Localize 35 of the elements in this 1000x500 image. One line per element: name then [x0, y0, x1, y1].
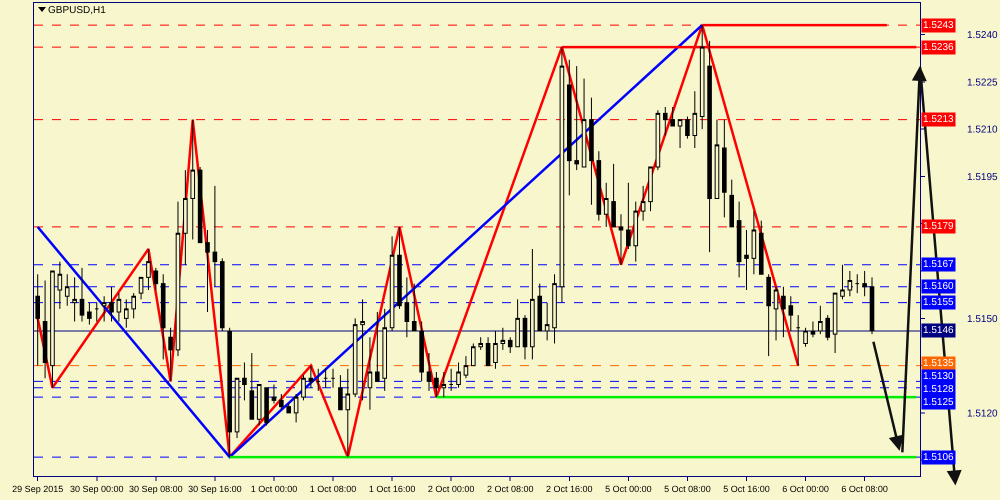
- ref-line-label: 1.5125: [923, 397, 954, 408]
- y-tick-label: 1.5120: [967, 408, 998, 420]
- x-tick-label: 1 Oct 08:00: [310, 484, 356, 494]
- ref-line-label: 1.5160: [923, 281, 954, 292]
- ref-line-label: 1.5130: [923, 371, 954, 382]
- ref-line-label: 1.5146: [923, 325, 954, 336]
- x-tick-label: 1 Oct 00:00: [250, 484, 298, 494]
- y-tick-label: 1.5240: [967, 30, 998, 42]
- x-tick-label: 2 Oct 16:00: [546, 484, 593, 494]
- y-tick-label: 1.5210: [967, 124, 998, 136]
- y-tick-label: 1.5225: [967, 77, 998, 88]
- ref-line-label: 1.5128: [923, 384, 954, 395]
- x-tick-label: 30 Sep 08:00: [129, 484, 183, 494]
- y-tick-label: 1.5150: [967, 314, 998, 325]
- x-tick-label: 6 Oct 00:00: [782, 484, 829, 494]
- ref-line-label: 1.5167: [923, 259, 954, 270]
- x-tick-label: 5 Oct 08:00: [664, 484, 711, 494]
- chart-title: GBPUSD,H1: [48, 5, 106, 16]
- ref-line-label: 1.5243: [923, 20, 954, 31]
- ref-line-label: 1.5179: [923, 221, 954, 232]
- x-tick-label: 6 Oct 08:00: [841, 484, 888, 494]
- x-tick-label: 5 Oct 16:00: [723, 484, 770, 494]
- ref-line-label: 1.5106: [923, 452, 954, 463]
- x-tick-label: 2 Oct 08:00: [486, 484, 534, 494]
- ref-line-label: 1.5155: [923, 297, 954, 308]
- x-tick-label: 5 Oct 00:00: [605, 484, 652, 494]
- x-tick-label: 30 Sep 00:00: [70, 484, 124, 494]
- y-tick-label: 1.5195: [967, 172, 998, 183]
- ref-line-label: 1.5213: [923, 114, 954, 125]
- x-tick-label: 30 Sep 16:00: [188, 484, 242, 494]
- ref-line-label: 1.5135: [923, 358, 954, 369]
- x-tick-label: 29 Sep 2015: [12, 484, 64, 494]
- ref-line-label: 1.5236: [923, 42, 954, 53]
- x-tick-label: 2 Oct 00:00: [428, 484, 474, 494]
- x-tick-label: 1 Oct 16:00: [368, 484, 416, 494]
